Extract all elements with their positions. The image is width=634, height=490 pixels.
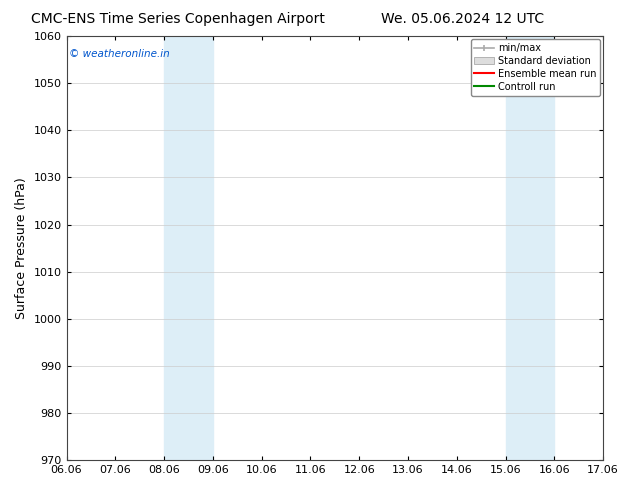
Bar xyxy=(505,36,554,460)
Legend: min/max, Standard deviation, Ensemble mean run, Controll run: min/max, Standard deviation, Ensemble me… xyxy=(470,39,600,96)
Text: © weatheronline.in: © weatheronline.in xyxy=(69,49,170,59)
Text: CMC-ENS Time Series Copenhagen Airport: CMC-ENS Time Series Copenhagen Airport xyxy=(30,12,325,26)
Y-axis label: Surface Pressure (hPa): Surface Pressure (hPa) xyxy=(15,177,28,319)
Text: We. 05.06.2024 12 UTC: We. 05.06.2024 12 UTC xyxy=(381,12,545,26)
Bar xyxy=(164,36,213,460)
